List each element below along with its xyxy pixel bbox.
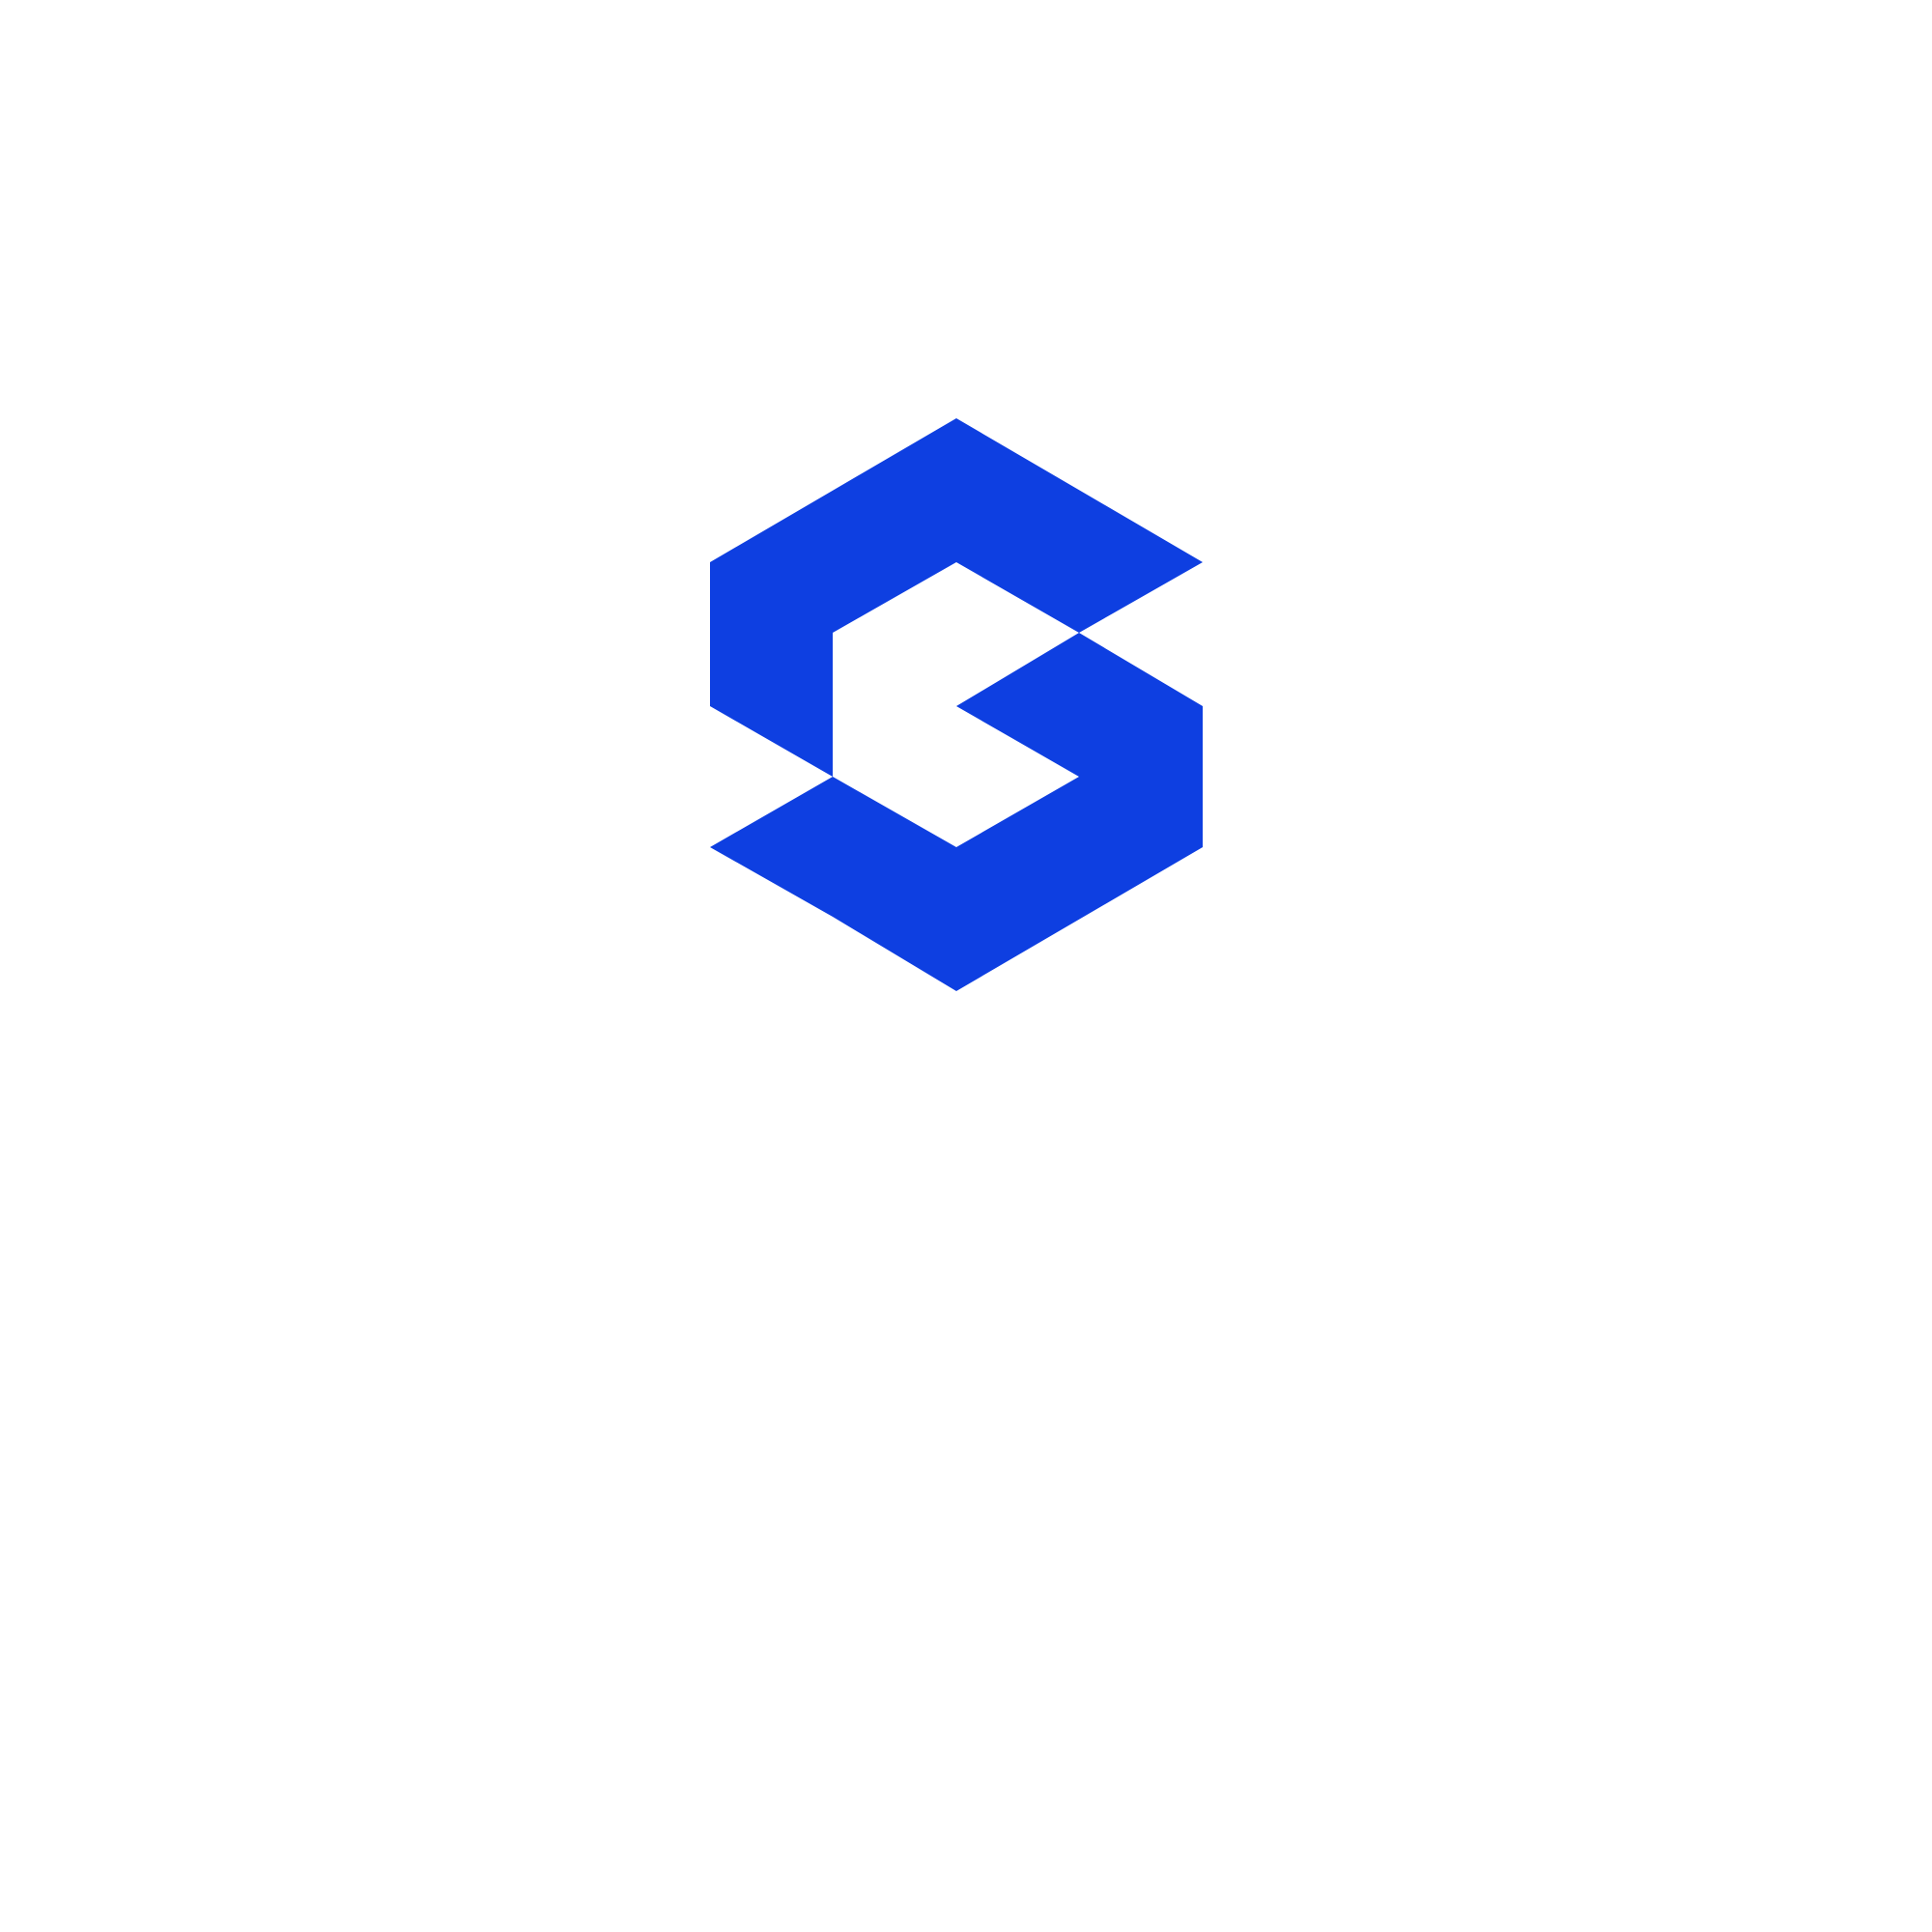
logo-upper-segment <box>710 418 1203 777</box>
logo-lower-segment <box>710 633 1203 991</box>
